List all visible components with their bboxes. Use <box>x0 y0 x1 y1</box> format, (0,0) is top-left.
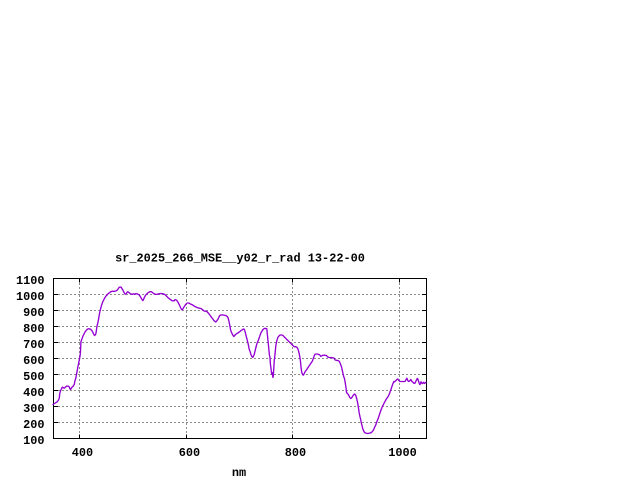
svg-text:500: 500 <box>23 370 44 384</box>
svg-text:1000: 1000 <box>388 446 417 460</box>
svg-text:900: 900 <box>23 306 44 320</box>
svg-text:300: 300 <box>23 402 44 416</box>
svg-text:sr_2025_266_MSE__y02_r_rad 13-: sr_2025_266_MSE__y02_r_rad 13-22-00 <box>115 252 365 266</box>
svg-text:400: 400 <box>72 446 93 460</box>
svg-text:200: 200 <box>23 418 44 432</box>
svg-text:nm: nm <box>232 466 246 480</box>
svg-text:800: 800 <box>23 322 44 336</box>
svg-text:600: 600 <box>23 354 44 368</box>
svg-text:1100: 1100 <box>16 274 45 288</box>
svg-text:100: 100 <box>23 434 44 448</box>
svg-text:1000: 1000 <box>16 290 45 304</box>
svg-text:800: 800 <box>285 446 306 460</box>
svg-text:700: 700 <box>23 338 44 352</box>
svg-text:600: 600 <box>179 446 200 460</box>
svg-text:400: 400 <box>23 386 44 400</box>
